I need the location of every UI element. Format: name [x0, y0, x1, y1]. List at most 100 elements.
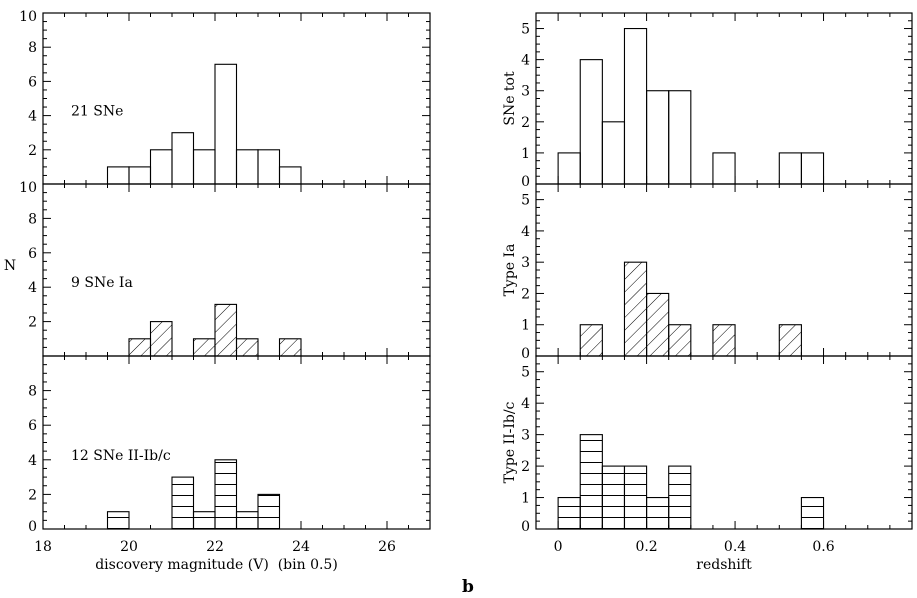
y-tick-label: 2: [28, 143, 37, 159]
y-tick-label: 5: [521, 22, 530, 38]
histogram-bar: [778, 152, 802, 185]
histogram-bar: [579, 324, 603, 357]
y-tick-label: 2: [521, 115, 530, 131]
histogram-bar: [192, 338, 216, 357]
histogram-bar: [623, 465, 648, 530]
histogram-bar: [149, 321, 173, 357]
y-tick-label: 10: [19, 180, 37, 196]
y-tick-label: 4: [521, 53, 530, 69]
y-tick-label: 4: [28, 109, 37, 125]
panel-annotation: 21 SNe: [71, 104, 123, 120]
y-tick-label: 0: [521, 346, 530, 362]
y-tick-label: 3: [521, 428, 530, 444]
y-tick-label: 4: [28, 453, 37, 469]
panel-left-top: 10 8 6 4 2 21 SNe: [19, 9, 431, 185]
y-tick-label: 8: [28, 40, 37, 56]
histogram-bar: [800, 152, 825, 185]
x-axis-label: redshift: [696, 557, 752, 573]
histogram-bar: [128, 338, 152, 357]
y-tick-label: 0: [28, 519, 37, 535]
y-tick-label: 0: [521, 519, 530, 535]
y-tick-label: 6: [28, 418, 37, 434]
histogram-bar: [192, 149, 216, 185]
x-tick-label: 26: [378, 539, 396, 555]
y-tick-label: 1: [521, 491, 530, 507]
x-tick-label: 0.6: [812, 539, 834, 555]
panel-right-top: 5 4 3 2 1 0 SNe tot: [502, 12, 913, 190]
histogram-bar: [579, 59, 603, 185]
y-tick-label: 2: [28, 487, 37, 503]
y-tick-label: 3: [521, 84, 530, 100]
x-axis-label: discovery magnitude (V) (bin 0.5): [95, 557, 338, 573]
histogram-bar: [623, 261, 648, 357]
histogram-bar: [579, 434, 603, 530]
x-tick-label: 18: [34, 539, 52, 555]
y-tick-label: 10: [19, 9, 37, 25]
histogram-bar: [106, 511, 130, 530]
x-tick-label: 24: [292, 539, 310, 555]
y-tick-label: 2: [28, 315, 37, 331]
histogram-bar: [601, 121, 626, 185]
panel-annotation: 12 SNe II-Ib/c: [71, 448, 171, 464]
panel-annotation: 9 SNe Ia: [71, 275, 133, 291]
y-tick-label: 4: [521, 396, 530, 412]
y-tick-label: 8: [28, 384, 37, 400]
y-tick-label: 0: [521, 174, 530, 190]
x-tick-label: 0.4: [724, 539, 746, 555]
histogram-bar: [257, 493, 281, 530]
histogram-bar: [106, 166, 130, 185]
histogram-bar: [235, 338, 259, 357]
histogram-bar: [257, 149, 281, 185]
histogram-bar: [192, 511, 216, 530]
y-tick-label: 5: [521, 365, 530, 381]
histogram-bar: [712, 324, 736, 357]
histogram-bar: [557, 152, 581, 185]
x-tick-label: 0: [554, 539, 563, 555]
x-tick-label: 0.2: [635, 539, 657, 555]
y-tick-label: 6: [28, 74, 37, 90]
histogram-bar: [778, 324, 802, 357]
y-tick-label: 2: [521, 286, 530, 302]
histogram-bar: [278, 338, 302, 357]
histogram-bar: [623, 27, 648, 185]
histogram-bar: [800, 496, 825, 530]
x-tick-label: 22: [206, 539, 224, 555]
panel-right-middle: 5 4 3 2 1 0 Type Ia: [502, 183, 913, 362]
y-tick-label: 3: [521, 255, 530, 271]
histogram-bar: [646, 90, 670, 185]
histogram-bar: [668, 90, 692, 185]
histogram-bar: [601, 465, 626, 530]
y-tick-label: 4: [521, 224, 530, 240]
x-tick-label: 20: [120, 539, 138, 555]
y-tick-label: 8: [28, 211, 37, 227]
histogram-bar: [646, 292, 670, 357]
y-axis-label: Type Ia: [502, 244, 518, 297]
figure-label: b: [462, 577, 474, 597]
histogram-bar: [557, 496, 581, 530]
panel-right-bottom: 5 4 3 2 1 0 0 0.2 0.4 0.6 Type II-Ib/c redshift: [502, 355, 913, 573]
histogram-bar: [171, 476, 195, 530]
y-axis-label: Type II-Ib/c: [502, 401, 518, 483]
y-tick-label: 5: [521, 193, 530, 209]
y-tick-label: 4: [28, 280, 37, 296]
histogram-bar: [128, 166, 152, 185]
histogram-bar: [214, 63, 238, 185]
histogram-bar: [646, 496, 670, 530]
y-tick-label: 1: [521, 146, 530, 162]
histogram-bar: [171, 132, 195, 185]
histogram-bar: [214, 303, 238, 357]
y-tick-label: 6: [28, 246, 37, 262]
histogram-bar: [668, 465, 692, 530]
histogram-bar: [235, 511, 259, 530]
histogram-bar: [278, 166, 302, 185]
histogram-bar: [149, 149, 173, 185]
histogram-bar: [712, 152, 736, 185]
y-axis-label: N: [4, 258, 16, 274]
plot-frame: [535, 12, 913, 185]
histogram-bar: [235, 149, 259, 185]
y-axis-label: SNe tot: [502, 71, 518, 126]
panel-left-middle: 10 8 6 4 2 9 SNe Ia N: [4, 180, 431, 357]
y-tick-label: 2: [521, 459, 530, 475]
